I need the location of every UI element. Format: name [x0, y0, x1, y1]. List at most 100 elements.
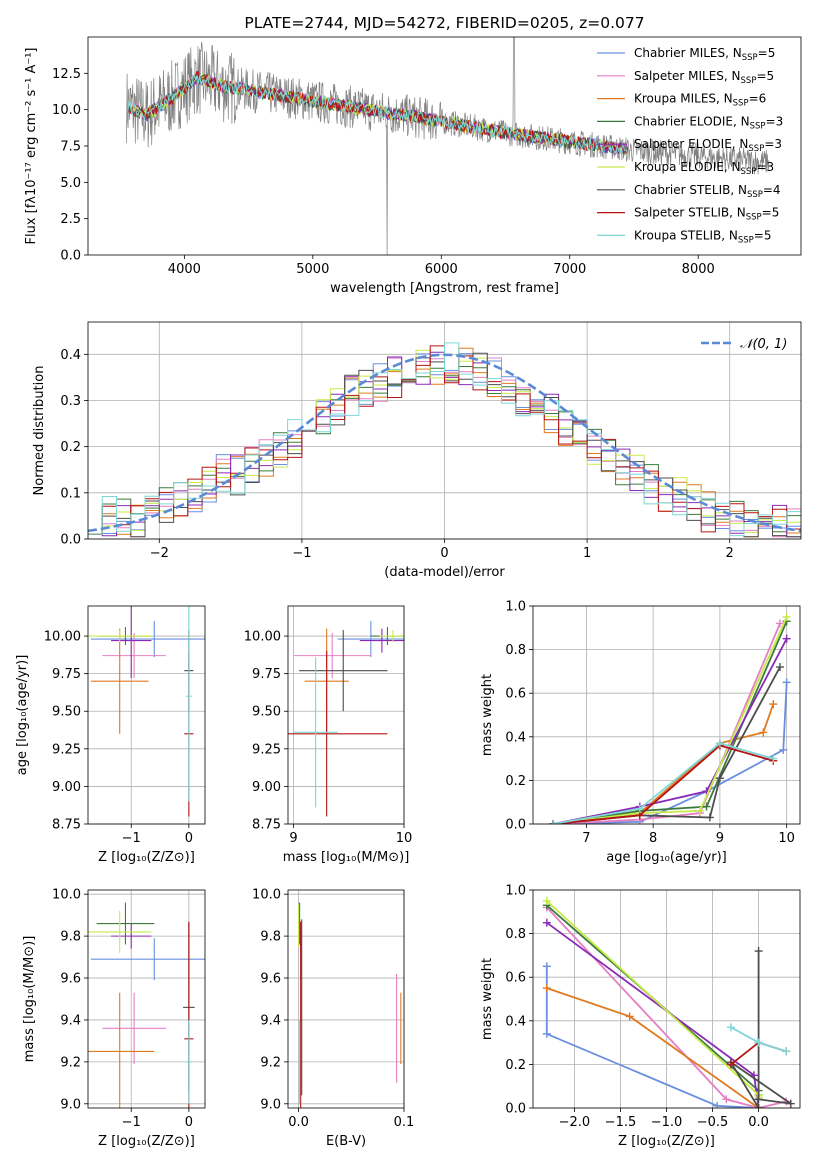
y-tick-label: 9.8: [260, 930, 281, 945]
legend-suffix: =3: [766, 114, 784, 128]
weight-marker: [775, 619, 784, 628]
legend-suffix: =5: [758, 46, 776, 60]
x-tick-label: 7000: [553, 262, 586, 277]
weight-marker: [782, 678, 791, 687]
legend-suffix: =3: [764, 137, 782, 151]
x-tick-label: −1: [292, 546, 311, 561]
legend-subscript: SSP: [748, 144, 764, 154]
y-tick-label: 0.0: [505, 818, 526, 833]
weight-marker: [782, 634, 791, 643]
x-tick-label: 0: [185, 831, 193, 846]
errorbar-point: [88, 910, 152, 953]
legend-subscript: SSP: [741, 76, 757, 86]
weight-marker: [754, 1104, 763, 1108]
plot-frame: [87, 321, 802, 540]
legend-label: Chabrier STELIB, NSSP=4: [634, 183, 781, 200]
errorbar-point: [111, 606, 152, 679]
y-tick-label: 9.4: [60, 1013, 81, 1028]
axes-weight_vs_z: −2.0 −1.5 −1.0 −0.5 0.0 0.0 0.2 0.4 0.6 0.8 1.0: [505, 884, 800, 1130]
legend-label: Salpeter ELODIE, NSSP=3: [634, 137, 782, 154]
errorbar-point: [90, 938, 205, 981]
legend-suffix: =6: [749, 92, 767, 106]
legend-name: Salpeter STELIB, N: [634, 206, 746, 220]
y-tick-label: 9.6: [60, 972, 81, 987]
weight-marker: [722, 1095, 731, 1104]
plot-frame: [532, 605, 801, 825]
weight-marker: [635, 804, 644, 813]
y-axis-label: Normed distribution: [32, 366, 47, 496]
y-tick-label: 0.3: [60, 394, 81, 409]
y-tick-label: 0.6: [505, 687, 526, 702]
weight-line: [552, 742, 774, 824]
weight-marker: [754, 1038, 763, 1047]
x-tick-label: 8: [649, 831, 657, 846]
x-tick-label: −2: [150, 546, 169, 561]
x-axis-label: mass [log₁₀(M/M⊙)]: [283, 850, 410, 865]
y-axis-label: mass weight: [480, 958, 495, 1040]
legend-name: Salpeter ELODIE, N: [634, 137, 748, 151]
weight-line: [730, 951, 792, 1108]
weight-marker: [726, 1060, 735, 1069]
legend-suffix: =4: [763, 183, 781, 197]
errorbar-point: [337, 621, 404, 658]
legend-name: Salpeter MILES, N: [634, 69, 741, 83]
errorbars: [88, 902, 205, 1108]
y-tick-label: 9.50: [52, 705, 81, 720]
plot-frame: [532, 889, 801, 1109]
axes-mass_vs_ebv: 0.0 0.1 9.0 9.2 9.4 9.6 9.8 10.0: [252, 888, 414, 1130]
x-tick-label: −1: [122, 1115, 141, 1130]
y-tick-label: 0.4: [505, 1014, 526, 1029]
histograms: [88, 342, 801, 538]
legend-suffix: =5: [762, 206, 780, 220]
legend-subscript: SSP: [738, 235, 754, 245]
y-tick-label: 9.8: [60, 930, 81, 945]
y-tick-label: 2.5: [60, 212, 81, 227]
legend-subscript: SSP: [750, 121, 766, 131]
weight-line: [546, 921, 760, 1108]
legend-name: Kroupa STELIB, N: [634, 228, 738, 242]
chart-title: PLATE=2744, MJD=54272, FIBERID=0205, z=0…: [244, 14, 644, 32]
y-tick-label: 9.25: [52, 742, 81, 757]
legend-subscript: SSP: [741, 167, 757, 177]
errorbar-point: [359, 628, 404, 653]
legend-suffix: =5: [754, 228, 772, 242]
y-tick-label: 9.75: [252, 667, 281, 682]
x-tick-label: 5000: [296, 262, 329, 277]
x-tick-label: 9: [716, 831, 724, 846]
y-tick-label: 0.1: [60, 486, 81, 501]
weight-line: [552, 638, 788, 824]
x-tick-label: −1.5: [605, 1115, 637, 1130]
x-tick-label: 0: [185, 1115, 193, 1130]
y-tick-label: 9.2: [60, 1055, 81, 1070]
model-spectrum-line: [127, 70, 628, 155]
y-tick-label: 10.0: [52, 888, 81, 903]
y-tick-label: 7.5: [60, 140, 81, 155]
legend-label: Chabrier MILES, NSSP=5: [634, 46, 775, 63]
y-tick-label: 0.6: [505, 971, 526, 986]
plot-frame: [87, 889, 206, 1109]
errorbar-point: [96, 902, 155, 945]
weight-marker: [715, 774, 724, 783]
errorbar-point: [293, 633, 371, 679]
weight-marker: [782, 1047, 791, 1056]
weight-marker: [775, 663, 784, 672]
weight-marker: [695, 806, 704, 815]
weight-marker: [782, 612, 791, 621]
weight-marker: [754, 1095, 763, 1104]
legend-label: 𝒩(0, 1): [740, 337, 787, 352]
y-tick-label: 0.8: [505, 643, 526, 658]
weight-marker: [754, 947, 763, 956]
legend-subscript: SSP: [742, 53, 758, 63]
y-tick-label: 0.0: [60, 533, 81, 548]
errorbars: [297, 902, 402, 1108]
legend-suffix: =3: [756, 160, 774, 174]
weight-marker: [542, 962, 551, 971]
errorbar-point: [379, 630, 404, 643]
x-tick-label: 7: [582, 831, 590, 846]
errorbar-point: [102, 992, 166, 1064]
legend-name: Kroupa ELODIE, N: [634, 160, 741, 174]
axes-age_vs_z: −1 0 8.75 9.00 9.25 9.50 9.75 10.00: [44, 606, 205, 846]
x-tick-label: 10: [778, 831, 795, 846]
x-tick-label: 2: [726, 546, 734, 561]
y-tick-label: 1.0: [505, 884, 526, 899]
